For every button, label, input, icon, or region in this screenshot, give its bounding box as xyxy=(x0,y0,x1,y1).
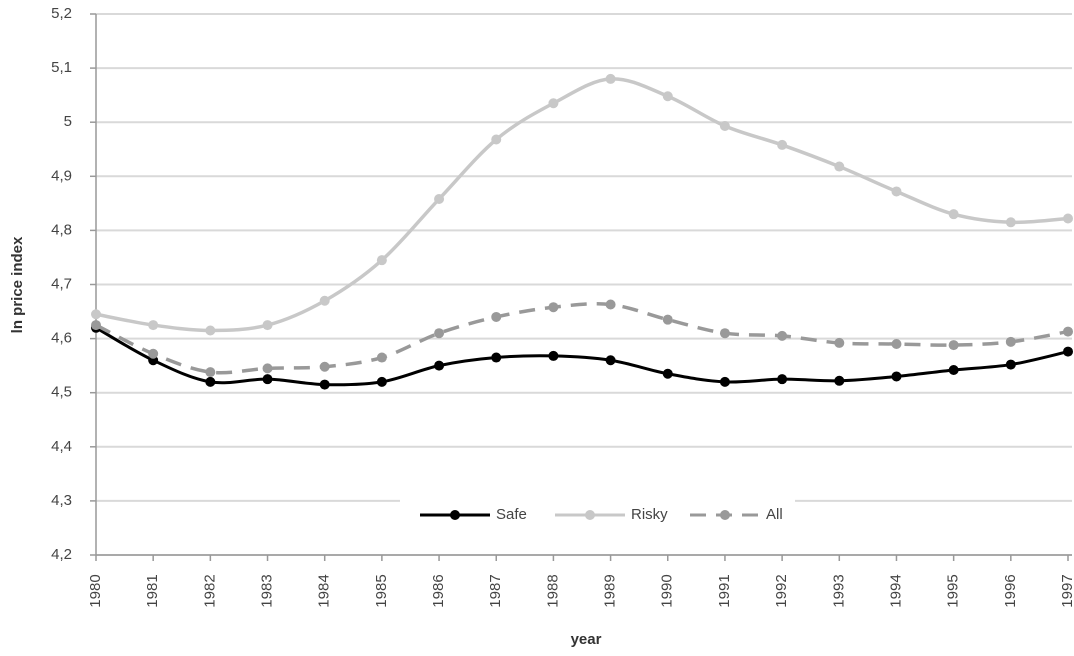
data-point xyxy=(834,161,845,172)
data-point xyxy=(434,194,445,205)
data-point xyxy=(376,352,387,363)
x-axis-title: year xyxy=(571,631,602,648)
data-point xyxy=(491,134,502,145)
y-tick-label: 4,5 xyxy=(51,384,72,401)
data-point xyxy=(662,368,673,379)
data-point xyxy=(319,379,330,390)
data-point xyxy=(719,328,730,339)
legend-marker xyxy=(450,510,460,520)
data-point xyxy=(777,374,788,385)
data-point xyxy=(605,73,616,84)
x-tick-label: 1992 xyxy=(773,574,790,607)
legend-marker xyxy=(585,510,595,520)
data-point xyxy=(719,120,730,131)
data-point xyxy=(891,371,902,382)
data-point xyxy=(548,98,559,109)
data-point xyxy=(262,374,273,385)
data-point xyxy=(662,314,673,325)
data-point xyxy=(548,350,559,361)
x-tick-label: 1996 xyxy=(1002,574,1019,607)
data-point xyxy=(205,325,216,336)
legend-marker xyxy=(720,510,730,520)
data-point xyxy=(319,361,330,372)
x-tick-label: 1980 xyxy=(87,574,104,607)
x-tick-label: 1986 xyxy=(430,574,447,607)
x-tick-label: 1985 xyxy=(373,574,390,607)
data-point xyxy=(491,352,502,363)
data-point xyxy=(777,330,788,341)
data-point xyxy=(948,364,959,375)
data-point xyxy=(262,320,273,331)
data-point xyxy=(1063,213,1073,224)
y-tick-label: 4,9 xyxy=(51,167,72,184)
y-tick-label: 5,1 xyxy=(51,59,72,76)
y-tick-label: 5 xyxy=(64,113,72,130)
data-point xyxy=(1005,336,1016,347)
data-point xyxy=(1063,346,1073,357)
x-tick-label: 1991 xyxy=(716,574,733,607)
data-point xyxy=(148,320,159,331)
data-point xyxy=(777,139,788,150)
x-tick-label: 1995 xyxy=(945,574,962,607)
y-tick-label: 5,2 xyxy=(51,5,72,22)
y-axis-title: ln price index xyxy=(9,236,26,333)
data-point xyxy=(319,295,330,306)
y-tick-label: 4,4 xyxy=(51,438,72,455)
data-point xyxy=(262,363,273,374)
x-tick-label: 1982 xyxy=(201,574,218,607)
data-point xyxy=(605,355,616,366)
y-tick-label: 4,8 xyxy=(51,221,72,238)
x-tick-label: 1994 xyxy=(887,574,904,607)
x-tick-label: 1988 xyxy=(544,574,561,607)
data-point xyxy=(891,186,902,197)
data-point xyxy=(605,299,616,310)
y-tick-label: 4,7 xyxy=(51,275,72,292)
series-line xyxy=(95,302,1069,375)
data-point xyxy=(434,360,445,371)
data-point xyxy=(948,340,959,351)
x-tick-label: 1997 xyxy=(1059,574,1074,607)
x-tick-label: 1989 xyxy=(602,574,619,607)
data-point xyxy=(719,376,730,387)
series-line xyxy=(95,326,1069,387)
data-point xyxy=(491,311,502,322)
data-point xyxy=(91,320,101,331)
data-point xyxy=(1063,326,1073,337)
data-point xyxy=(376,255,387,266)
data-point xyxy=(91,309,101,320)
data-point xyxy=(948,209,959,220)
data-point xyxy=(662,91,673,102)
data-point xyxy=(148,348,159,359)
legend-label: Safe xyxy=(496,506,527,523)
legend-label: All xyxy=(766,506,783,523)
x-tick-label: 1983 xyxy=(258,574,275,607)
legend-label: Risky xyxy=(631,506,668,523)
x-tick-label: 1984 xyxy=(316,574,333,607)
y-tick-label: 4,3 xyxy=(51,492,72,509)
data-point xyxy=(834,337,845,348)
data-point xyxy=(891,339,902,350)
series-line xyxy=(95,77,1069,333)
y-tick-label: 4,2 xyxy=(51,546,72,563)
data-point xyxy=(1005,217,1016,228)
data-point xyxy=(434,328,445,339)
data-point xyxy=(834,375,845,386)
data-point xyxy=(548,302,559,313)
legend: Safe Risky All xyxy=(400,497,795,533)
data-point xyxy=(1005,359,1016,370)
x-tick-label: 1993 xyxy=(830,574,847,607)
x-tick-label: 1990 xyxy=(659,574,676,607)
x-tick-label: 1981 xyxy=(144,574,161,607)
y-tick-label: 4,6 xyxy=(51,330,72,347)
data-point xyxy=(205,376,216,387)
data-point xyxy=(376,376,387,387)
data-point xyxy=(205,367,216,378)
x-tick-label: 1987 xyxy=(487,574,504,607)
